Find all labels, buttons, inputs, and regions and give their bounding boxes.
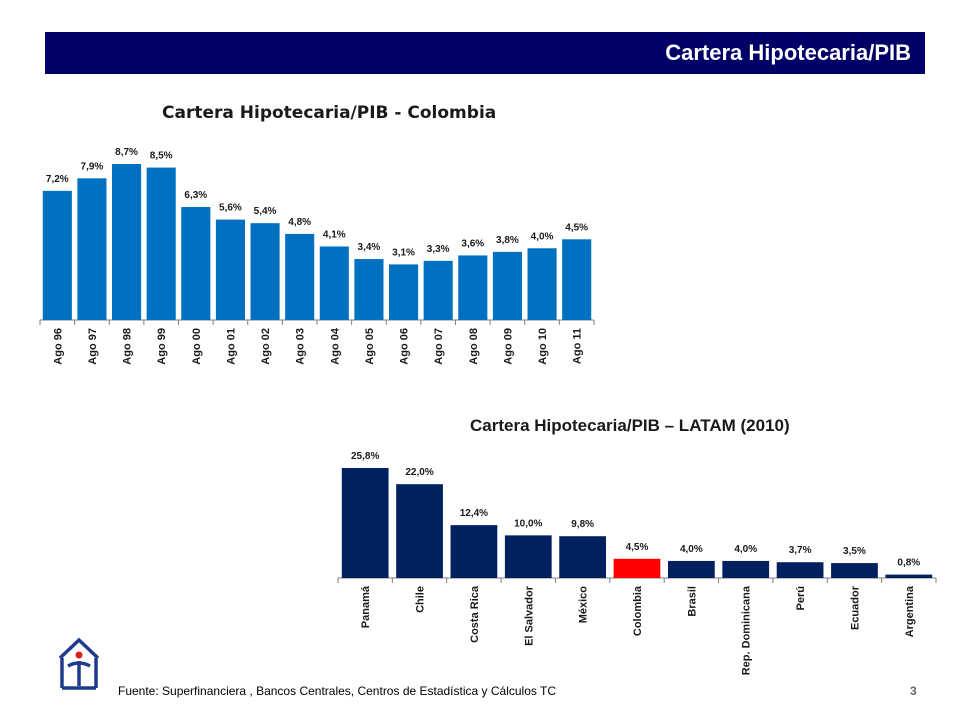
bar-ago-01 xyxy=(215,219,245,320)
data-label: 4,1% xyxy=(323,229,346,240)
data-label: 25,8% xyxy=(351,451,379,462)
chart-latam: 25,8% Panamá 22,0% Chile 12,4% Costa Rica 10,0… xyxy=(337,451,937,675)
bar-ecuador xyxy=(831,563,878,578)
chart-colombia: 7,2% Ago 96 7,9% Ago 97 8,7% Ago 98 8,5% Ago 99… xyxy=(39,147,595,365)
data-label: 7,2% xyxy=(46,174,69,185)
bar-brasil xyxy=(667,560,715,578)
category-label: Colombia xyxy=(632,585,644,636)
data-label: 9,8% xyxy=(571,519,594,530)
category-label: Ago 99 xyxy=(156,328,168,365)
data-label: 7,9% xyxy=(81,161,104,172)
data-label: 4,0% xyxy=(531,231,554,242)
bar-el-salvador xyxy=(504,535,552,578)
category-label: Ago 11 xyxy=(572,328,584,364)
bar-ago-09 xyxy=(492,251,522,320)
bar-ago-06 xyxy=(389,264,419,320)
data-label: 0,8% xyxy=(897,558,920,569)
data-label: 4,5% xyxy=(626,542,649,553)
category-label: Ago 97 xyxy=(87,328,99,365)
category-label: Ago 03 xyxy=(295,328,307,365)
bar-per- xyxy=(776,562,824,578)
data-label: 6,3% xyxy=(184,190,207,201)
bar-ago-10 xyxy=(527,248,557,320)
category-label: Ago 00 xyxy=(191,328,203,365)
chart-title-latam: Cartera Hipotecaria/PIB – LATAM (2010) xyxy=(470,416,790,435)
bar-colombia xyxy=(613,558,661,578)
bar-ago-99 xyxy=(146,167,176,320)
bar-ago-97 xyxy=(77,178,107,320)
category-label: Brasil xyxy=(686,586,698,617)
category-label: Ago 09 xyxy=(502,328,514,365)
category-label: Ago 96 xyxy=(52,328,64,365)
category-label: Ago 10 xyxy=(537,328,549,365)
house-logo-icon xyxy=(58,637,100,690)
category-label: Ago 06 xyxy=(399,328,411,365)
category-label: Rep. Dominicana xyxy=(741,585,753,675)
footer-source: Fuente: Superfinanciera , Bancos Central… xyxy=(118,684,556,698)
category-label: El Salvador xyxy=(523,585,535,646)
category-label: Panamá xyxy=(360,585,372,628)
data-label: 3,1% xyxy=(392,247,415,258)
bar-ago-11 xyxy=(562,239,592,320)
category-label: Ago 01 xyxy=(225,328,237,365)
data-label: 4,8% xyxy=(288,217,311,228)
category-label: Ecuador xyxy=(849,585,861,630)
category-label: Perú xyxy=(795,586,807,610)
category-label: Ago 04 xyxy=(329,327,341,365)
data-label: 12,4% xyxy=(460,508,488,519)
bar-m-xico xyxy=(559,536,607,578)
category-label: México xyxy=(578,586,590,624)
bar-argentina xyxy=(885,574,933,578)
slide-title: Cartera Hipotecaria/PIB xyxy=(665,40,911,65)
data-label: 8,5% xyxy=(150,151,173,162)
category-label: Argentina xyxy=(904,585,916,637)
chart-title-colombia: Cartera Hipotecaria/PIB - Colombia xyxy=(162,103,497,123)
category-label: Ago 08 xyxy=(468,328,480,365)
data-label: 3,7% xyxy=(789,545,812,556)
bar-ago-07 xyxy=(423,260,453,320)
category-label: Ago 98 xyxy=(122,328,134,365)
page-number: 3 xyxy=(910,684,917,698)
data-label: 3,3% xyxy=(427,244,450,255)
bar-chile xyxy=(396,484,443,578)
data-label: 3,8% xyxy=(496,235,519,246)
data-label: 22,0% xyxy=(405,467,433,478)
bar-ago-00 xyxy=(181,207,211,320)
bar-ago-03 xyxy=(285,233,315,320)
bar-ago-04 xyxy=(319,246,349,320)
category-label: Costa Rica xyxy=(469,585,481,643)
data-label: 4,0% xyxy=(680,544,703,555)
data-label: 5,4% xyxy=(254,206,277,217)
data-label: 4,0% xyxy=(734,544,757,555)
category-label: Ago 05 xyxy=(364,328,376,365)
data-label: 4,5% xyxy=(565,222,588,233)
data-label: 5,6% xyxy=(219,203,242,214)
header-bar: Cartera Hipotecaria/PIB xyxy=(45,32,925,74)
company-logo xyxy=(56,636,102,697)
category-label: Ago 07 xyxy=(433,328,445,365)
bar-costa-rica xyxy=(450,525,498,578)
data-label: 3,5% xyxy=(843,546,866,557)
category-label: Chile xyxy=(415,586,427,613)
bar-ago-96 xyxy=(42,190,72,320)
bar-ago-08 xyxy=(458,255,488,320)
data-label: 8,7% xyxy=(115,147,138,158)
category-label: Ago 02 xyxy=(260,328,272,365)
bar-panam- xyxy=(341,468,389,578)
bar-rep-dominicana xyxy=(722,560,770,578)
data-label: 3,6% xyxy=(461,238,484,249)
bar-ago-98 xyxy=(112,164,142,320)
bar-ago-02 xyxy=(250,223,280,320)
bar-ago-05 xyxy=(354,259,384,320)
data-label: 3,4% xyxy=(358,242,381,253)
data-label: 10,0% xyxy=(514,518,542,529)
